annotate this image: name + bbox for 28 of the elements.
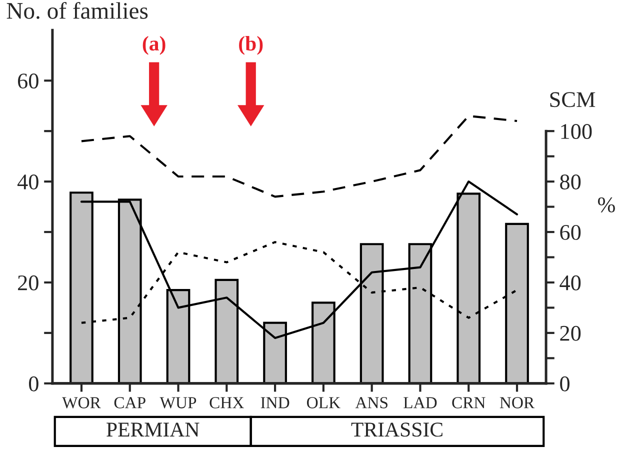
x-tick-label: CHX <box>210 397 244 408</box>
y-tick-label: 20 <box>18 275 38 290</box>
y2-tick-label: 40 <box>560 275 581 290</box>
x-tick-label: NOR <box>500 397 535 408</box>
x-tick-label: IND <box>260 397 290 408</box>
y-tick-label: 40 <box>17 174 38 190</box>
x-tick-label: CRN <box>452 397 486 408</box>
annotation: (b) <box>239 36 263 55</box>
x-tick-label: WUP <box>160 397 196 408</box>
x-tick-label: LAD <box>404 397 437 408</box>
x-tick-label: WOR <box>62 397 101 408</box>
text: TRIASSIC <box>351 422 442 437</box>
x-tick-label: OLK <box>307 397 340 408</box>
text: PERMIAN <box>106 422 200 436</box>
y2-tick-label: 60 <box>560 224 581 240</box>
y-axis-title: No. of families <box>6 2 148 19</box>
line-series <box>80 114 518 198</box>
y-tick-label: 60 <box>18 74 38 89</box>
y-tick-label: 0 <box>28 376 38 392</box>
x-tick-label: ANS <box>355 397 388 408</box>
x-tick-label: CAP <box>114 397 146 408</box>
y2-tick-label: 80 <box>560 174 581 190</box>
y2-tick-label: 20 <box>560 326 581 341</box>
y2-tick-label: 100 <box>561 124 592 140</box>
annotation: (a) <box>142 36 166 55</box>
y2-axis-title: % <box>598 197 615 212</box>
text: SCM <box>550 92 596 108</box>
y2-tick-label: 0 <box>560 376 570 392</box>
